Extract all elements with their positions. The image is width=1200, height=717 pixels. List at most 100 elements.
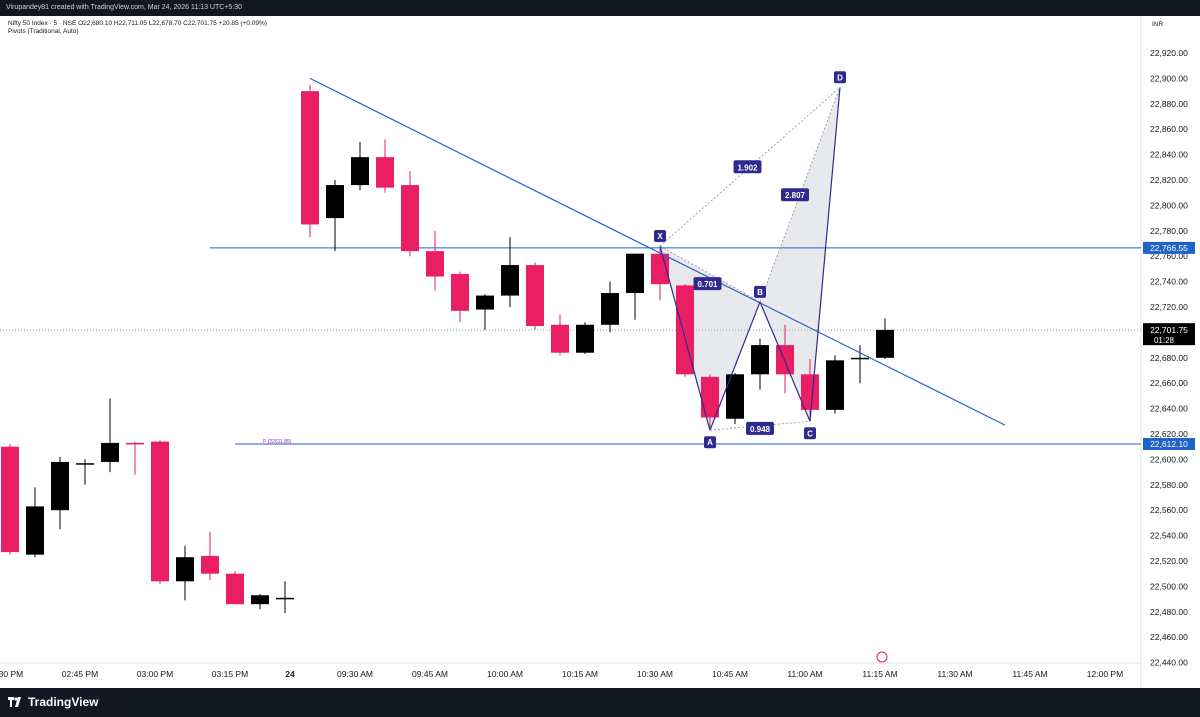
y-tick-label: 22,440.00 xyxy=(1150,658,1188,668)
x-tick-label: 11:15 AM xyxy=(862,669,897,679)
candle xyxy=(601,293,619,325)
y-tick-label: 22,780.00 xyxy=(1150,226,1188,236)
y-tick-label: 22,540.00 xyxy=(1150,531,1188,541)
pattern-leg xyxy=(809,87,841,422)
pattern-point-label: B xyxy=(757,288,763,297)
candle xyxy=(76,463,94,465)
x-tick-label: 03:15 PM xyxy=(212,669,248,679)
candle xyxy=(526,265,544,327)
pattern-ratio-badge xyxy=(746,421,774,435)
price-tag-label: 22,612.10 xyxy=(1150,439,1188,449)
candle xyxy=(701,376,719,418)
x-tick-label: 02:30 PM xyxy=(0,669,23,679)
symbol-legend[interactable]: Nifty 50 Index · 5 · NSE O22,680.10 H22,… xyxy=(8,20,267,27)
x-tick-label: 11:30 AM xyxy=(937,669,972,679)
candle xyxy=(451,273,469,311)
pattern-point-badge xyxy=(754,285,766,298)
event-marker-icon xyxy=(876,651,888,663)
pattern-ratio-badge xyxy=(781,188,809,202)
candle xyxy=(201,555,219,574)
chart-credit: Virupandey81 created with TradingView.co… xyxy=(6,4,243,11)
candle xyxy=(851,357,869,360)
candle xyxy=(1,446,19,553)
candle xyxy=(326,185,344,219)
x-tick-label: 10:15 AM xyxy=(562,669,598,679)
bar-countdown-label: 01:28 xyxy=(1154,336,1175,345)
candle xyxy=(501,265,519,296)
pattern-ratio-label: 1.902 xyxy=(737,163,758,172)
y-tick-label: 22,640.00 xyxy=(1150,404,1188,414)
candle xyxy=(151,441,169,582)
candle xyxy=(351,157,369,186)
x-tick-label: 03:00 PM xyxy=(137,669,173,679)
brand-name: TradingView xyxy=(28,695,99,709)
pattern-point-label: C xyxy=(807,429,813,438)
candle xyxy=(826,360,844,410)
price-tag xyxy=(1143,438,1195,451)
candle xyxy=(551,324,569,353)
x-tick-label: 09:45 AM xyxy=(412,669,448,679)
header-bar: Virupandey81 created with TradingView.co… xyxy=(0,0,1200,16)
current-price-label: 22,701.75 xyxy=(1150,325,1188,335)
pattern-leg xyxy=(759,301,811,422)
y-tick-label: 22,920.00 xyxy=(1150,48,1188,58)
candle xyxy=(51,461,69,511)
price-tag-label: 22,766.55 xyxy=(1150,243,1188,253)
price-tag xyxy=(1143,241,1195,254)
y-tick-label: 22,500.00 xyxy=(1150,581,1188,591)
candle xyxy=(301,91,319,225)
x-tick-label: 10:00 AM xyxy=(487,669,523,679)
pattern-point-label: A xyxy=(707,438,713,447)
x-tick-label: 11:45 AM xyxy=(1012,669,1047,679)
current-price-tag xyxy=(1143,323,1195,346)
price-chart[interactable]: 22,440.00 22,460.00 22,480.00 22,500.00 22,5… xyxy=(0,16,1200,688)
x-tick-label: 11:00 AM xyxy=(787,669,822,679)
y-tick-label: 22,680.00 xyxy=(1150,353,1188,363)
chart-area[interactable]: Nifty 50 Index · 5 · NSE O22,680.10 H22,… xyxy=(0,16,1200,688)
footer-bar: TradingView xyxy=(0,688,1200,717)
candle xyxy=(751,345,769,375)
candle xyxy=(251,595,269,605)
y-tick-label: 22,520.00 xyxy=(1150,556,1188,566)
pattern-point-label: D xyxy=(837,73,843,82)
candle xyxy=(876,329,894,358)
pattern-leg xyxy=(709,301,761,431)
y-tick-label: 22,900.00 xyxy=(1150,73,1188,83)
trendline xyxy=(309,77,1006,426)
y-tick-label: 22,800.00 xyxy=(1150,200,1188,210)
y-tick-label: 22,480.00 xyxy=(1150,607,1188,617)
x-tick-label: 09:30 AM xyxy=(337,669,373,679)
candle xyxy=(676,285,694,375)
y-tick-label: 22,620.00 xyxy=(1150,429,1188,439)
y-tick-label: 22,560.00 xyxy=(1150,505,1188,515)
pattern-bcd-fill xyxy=(760,87,840,422)
pattern-ratio-badge xyxy=(693,277,722,291)
candle xyxy=(376,157,394,188)
candle xyxy=(401,185,419,252)
pattern-point-badge xyxy=(704,436,716,449)
x-tick-label: 02:45 PM xyxy=(62,669,98,679)
pattern-ratio-label: 0.701 xyxy=(697,280,718,289)
indicator-legend[interactable]: Pivots (Traditional, Auto) xyxy=(8,28,79,35)
candle xyxy=(626,253,644,294)
tradingview-logo[interactable]: TradingView xyxy=(8,695,98,709)
x-tick-label: 10:30 AM xyxy=(637,669,673,679)
pattern-point-badge xyxy=(654,230,666,243)
candle xyxy=(476,295,494,310)
pivot-label: P (22611.85) xyxy=(263,439,292,445)
candle xyxy=(426,251,444,277)
candle xyxy=(576,324,594,353)
candle xyxy=(726,374,744,419)
pattern-leg xyxy=(659,245,711,431)
y-tick-label: 22,660.00 xyxy=(1150,378,1188,388)
y-tick-label: 22,820.00 xyxy=(1150,175,1188,185)
y-tick-label: 22,760.00 xyxy=(1150,251,1188,261)
candle xyxy=(126,442,144,445)
currency-label: INR xyxy=(1152,21,1164,28)
candle xyxy=(101,442,119,462)
pattern-point-badge xyxy=(834,71,846,84)
y-tick-label: 22,600.00 xyxy=(1150,454,1188,464)
pattern-connector xyxy=(659,245,761,303)
pattern-point-label: X xyxy=(657,232,663,241)
x-tick-label: 10:45 AM xyxy=(712,669,748,679)
